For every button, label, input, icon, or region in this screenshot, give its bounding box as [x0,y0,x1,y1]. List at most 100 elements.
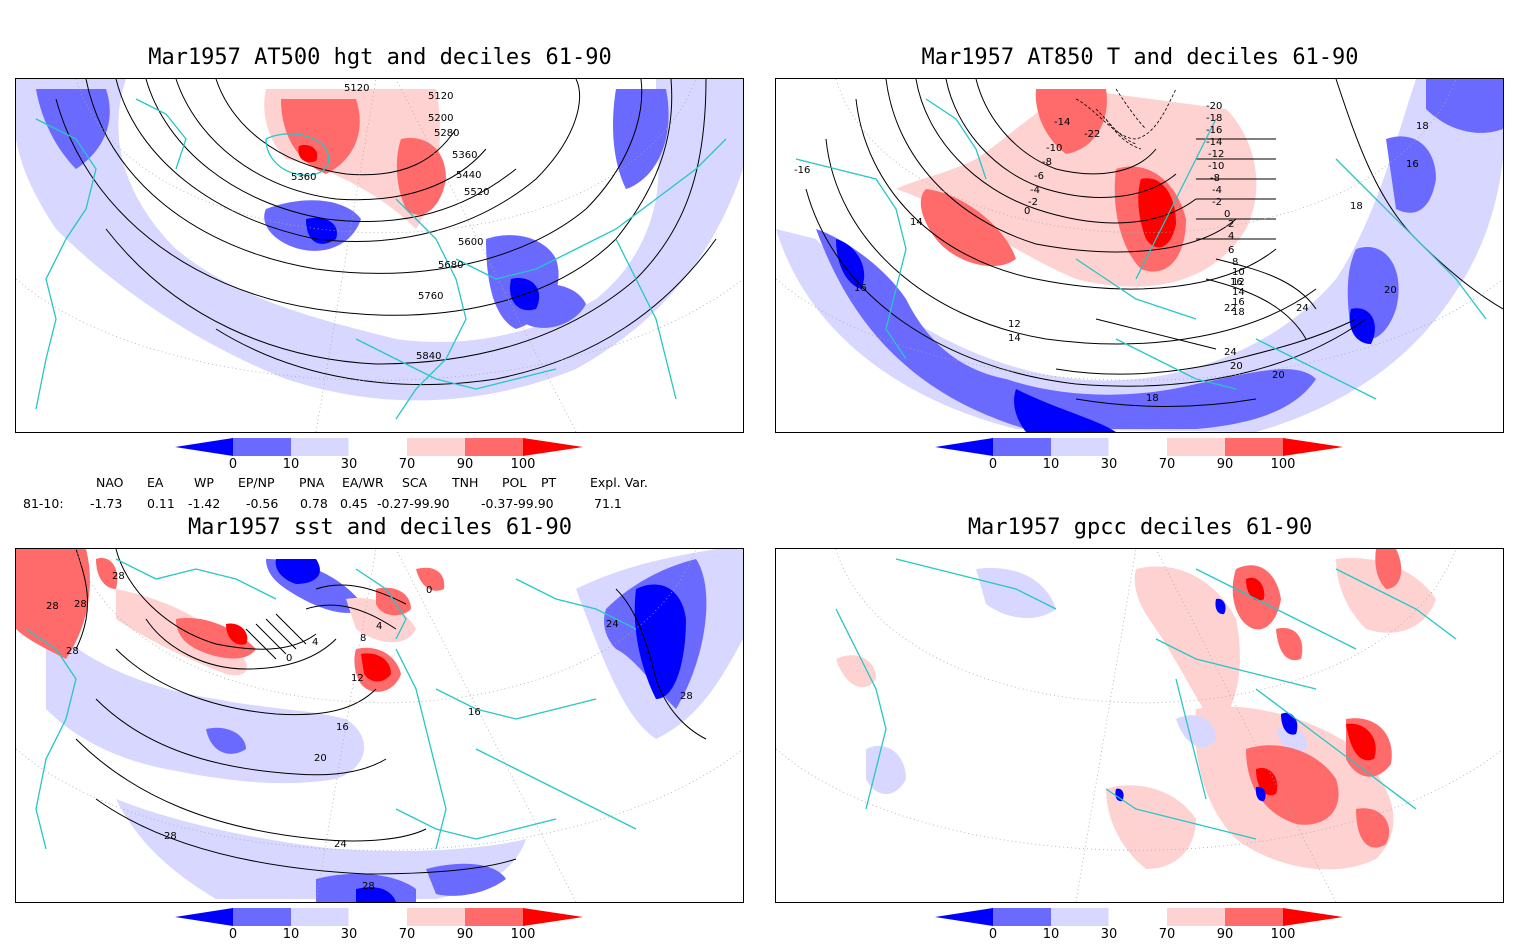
contour-label: 24 [1296,303,1309,314]
colorbar-tick: 0 [228,457,238,472]
contour-label: 16 [1232,297,1245,308]
colorbar-tick: 90 [1216,927,1234,942]
map-panel-gpcc [775,548,1504,903]
contour-label: 14 [1008,333,1021,344]
contour-label: -18 [1206,113,1222,124]
colorbar-tick: 90 [456,457,474,472]
colorbar-t850: 0 10 30 70 90 100 [935,438,1355,474]
index-value: 0.11 [147,496,175,511]
index-row-label: 81-10: [23,496,64,511]
index-header: EA [147,475,164,490]
map-t850: -14 -10 -8 -6 -4 -2 0 -22 -20 -18 -16 -1… [776,79,1503,432]
contour-label: 16 [1230,277,1243,288]
index-value: -1.42 [188,496,221,511]
contour-label: -16 [794,165,810,176]
contour-label: -22 [1084,129,1100,140]
contour-label: -8 [1210,173,1220,184]
colorbar-tick: 100 [510,927,536,942]
colorbar-tick: 90 [1216,457,1234,472]
contour-label: 16 [854,283,867,294]
contour-label: 10 [1232,267,1245,278]
colorbar-gpcc: 0 10 30 70 90 100 [935,908,1355,944]
map-panel-sst: 28 28 28 28 0 4 8 12 16 20 24 28 28 16 2… [15,548,744,903]
contour-label: 18 [1146,393,1159,404]
contour-label: 22 [1224,303,1237,314]
contour-label: 14 [1232,287,1245,298]
contour-label: 18 [1232,307,1245,318]
contour-label: -20 [1206,101,1222,112]
contour-label: 5600 [458,237,483,248]
contour-label: 24 [1224,347,1237,358]
contour-label: 12 [1008,319,1021,330]
contour-label: 5440 [456,170,481,181]
contour-label: 0 [426,585,432,596]
contour-label: 28 [680,691,693,702]
contour-label: 5760 [418,291,443,302]
contour-label: 28 [362,881,375,892]
contour-label: 4 [312,637,318,648]
index-header: NAO [96,475,124,490]
colorbar-tick: 0 [988,927,998,942]
contour-label: 20 [1230,361,1243,372]
colorbar-tick: 30 [340,927,358,942]
index-value: 71.1 [594,496,622,511]
colorbar-tick: 30 [1100,457,1118,472]
contour-label: 16 [1406,159,1419,170]
index-value: 0.78 [300,496,328,511]
contour-label: 12 [1232,277,1245,288]
contour-label: 24 [606,619,619,630]
index-header: EA/WR [342,475,384,490]
contour-label: 5120 [344,83,369,94]
colorbar-tick: 100 [1270,457,1296,472]
colorbar-tick: 10 [282,457,300,472]
contour-label: 28 [112,571,125,582]
index-header: TNH [452,475,479,490]
contour-label: -6 [1034,171,1044,182]
colorbar-tick: 70 [398,457,416,472]
contour-label: 28 [164,831,177,842]
colorbar-tick: 0 [988,457,998,472]
contour-label: -16 [1206,125,1222,136]
map-sst: 28 28 28 28 0 4 8 12 16 20 24 28 28 16 2… [16,549,743,902]
colorbar-tick: 70 [398,927,416,942]
contour-label: 5280 [434,128,459,139]
contour-label: 16 [336,722,349,733]
contour-label: 5680 [438,260,463,271]
index-header: Expl. Var. [590,475,648,490]
contour-label: 12 [351,673,364,684]
contour-label: -12 [1208,149,1224,160]
contour-label: 0 [1224,209,1230,220]
contour-label: -2 [1028,197,1038,208]
index-value: -1.73 [90,496,123,511]
contour-label: 5120 [428,91,453,102]
contour-label: 0 [1024,206,1030,217]
contour-label: 5360 [291,172,316,183]
contour-label: 20 [314,753,327,764]
contour-label: 18 [1416,121,1429,132]
index-header: SCA [402,475,428,490]
map-gpcc [776,549,1503,902]
index-header: PT [541,475,557,490]
contour-label: -14 [1206,137,1222,148]
contour-label: -10 [1046,143,1062,154]
contour-label: 5520 [464,187,489,198]
index-value: -0.37-99.90 [481,496,554,511]
colorbar-tick: 10 [282,927,300,942]
colorbar-tick: 0 [228,927,238,942]
contour-label: -4 [1212,185,1222,196]
colorbar-tick: 30 [1100,927,1118,942]
colorbar-tick: 100 [510,457,536,472]
colorbar-tick: 90 [456,927,474,942]
colorbar-tick: 100 [1270,927,1296,942]
index-header: POL [502,475,527,490]
index-value: 0.45 [340,496,368,511]
contour-label: -10 [1208,161,1224,172]
contour-label: -8 [1042,157,1052,168]
index-header: EP/NP [238,475,275,490]
contour-label: 6 [1228,245,1234,256]
colorbar-tick: 10 [1042,927,1060,942]
panel-title-sst: Mar1957 sst and deciles 61-90 [187,515,573,540]
index-header: PNA [299,475,325,490]
contour-label: 18 [1350,201,1363,212]
colorbar-tick: 10 [1042,457,1060,472]
